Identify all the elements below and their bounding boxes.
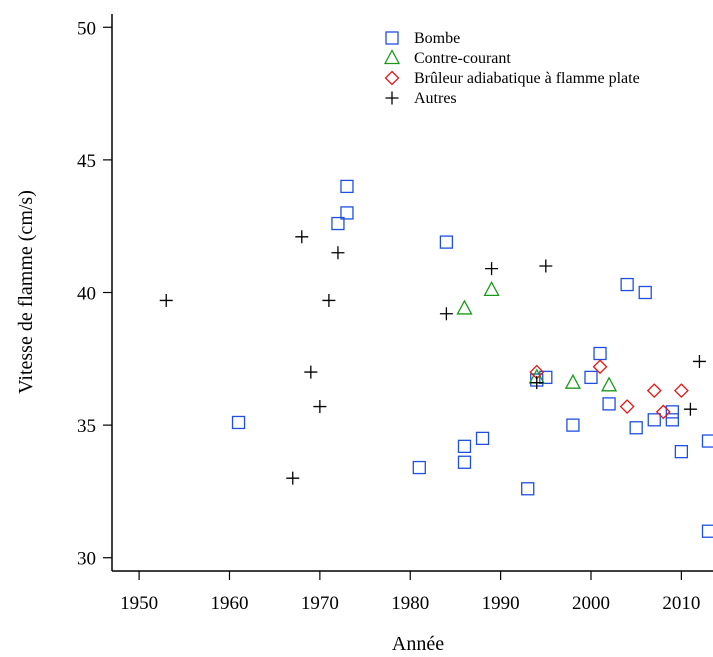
point-autres (286, 471, 300, 485)
legend-marker (383, 49, 401, 65)
point-bombe (593, 346, 607, 361)
point-contre-courant (600, 376, 618, 392)
point-bombe (475, 431, 490, 446)
point-autres (304, 365, 318, 379)
y-tick-label: 40 (77, 284, 96, 305)
point-contre-courant (564, 373, 582, 389)
point-bombe (665, 413, 679, 427)
point-autres (322, 293, 336, 307)
point-bombe (665, 405, 679, 419)
x-tick-label: 2000 (572, 593, 610, 614)
legend-label: Brûleur adiabatique à flamme plate (414, 70, 640, 87)
x-tick-label: 1980 (391, 593, 429, 614)
x-tick-label: 1950 (120, 593, 158, 614)
point-bombe (566, 418, 580, 432)
point-autres (439, 307, 453, 321)
point-autres (692, 354, 706, 368)
legend-marker (385, 91, 399, 105)
y-tick-label: 35 (77, 416, 96, 437)
point-bombe (602, 397, 616, 411)
point-autres (530, 376, 544, 390)
x-tick-label: 1970 (301, 593, 339, 614)
legend-label: Autres (414, 90, 457, 107)
point-bombe (231, 415, 246, 430)
point-autres (683, 402, 697, 416)
x-tick-label: 1990 (482, 593, 520, 614)
axes: 1950 1960 1970 1980 1990 2000 2010 30 35 40 45 50 (77, 14, 713, 614)
point-bombe (412, 460, 426, 475)
point-bruleur-adiabatique-a-flamme-plate (655, 404, 671, 420)
y-tick-label: 45 (77, 151, 96, 172)
point-bombe (638, 285, 652, 300)
point-bombe (539, 370, 553, 385)
point-bombe (629, 421, 643, 435)
legend-label: Contre-courant (414, 50, 511, 67)
point-bruleur-adiabatique-a-flamme-plate (673, 383, 689, 399)
point-contre-courant (483, 280, 500, 296)
point-autres (331, 246, 345, 260)
y-tick-label: 30 (77, 549, 96, 570)
legend: Bombe Contre-courant Brûleur adiabatique à… (383, 30, 640, 107)
point-bruleur-adiabatique-a-flamme-plate (619, 399, 635, 414)
x-tick-label: 2010 (662, 593, 700, 614)
point-autres (539, 259, 553, 273)
point-bombe (457, 439, 472, 453)
x-tick-label: 1960 (210, 593, 248, 614)
point-bombe (701, 434, 713, 448)
y-axis-title: Vitesse de flamme (cm/s) (15, 190, 37, 394)
point-bombe (701, 524, 713, 538)
point-bombe (331, 216, 345, 231)
point-bombe (620, 277, 634, 292)
point-bombe (457, 455, 472, 469)
data-points (159, 179, 713, 538)
point-bombe (340, 179, 354, 194)
point-bombe (674, 444, 689, 459)
point-contre-courant (456, 299, 473, 315)
point-autres (485, 262, 499, 276)
point-autres (295, 230, 309, 244)
legend-label: Bombe (414, 30, 460, 47)
point-bombe (647, 413, 661, 427)
point-bombe (584, 370, 598, 385)
point-bombe (439, 235, 454, 249)
point-bruleur-adiabatique-a-flamme-plate (646, 383, 662, 399)
point-bombe (340, 206, 354, 220)
point-bruleur-adiabatique-a-flamme-plate (592, 359, 608, 375)
point-bombe (521, 482, 535, 496)
y-tick-label: 50 (77, 18, 96, 39)
point-autres (313, 400, 327, 414)
point-autres (159, 293, 173, 307)
legend-marker (385, 31, 399, 45)
x-axis-title: Année (392, 633, 444, 655)
legend-marker (384, 70, 400, 86)
